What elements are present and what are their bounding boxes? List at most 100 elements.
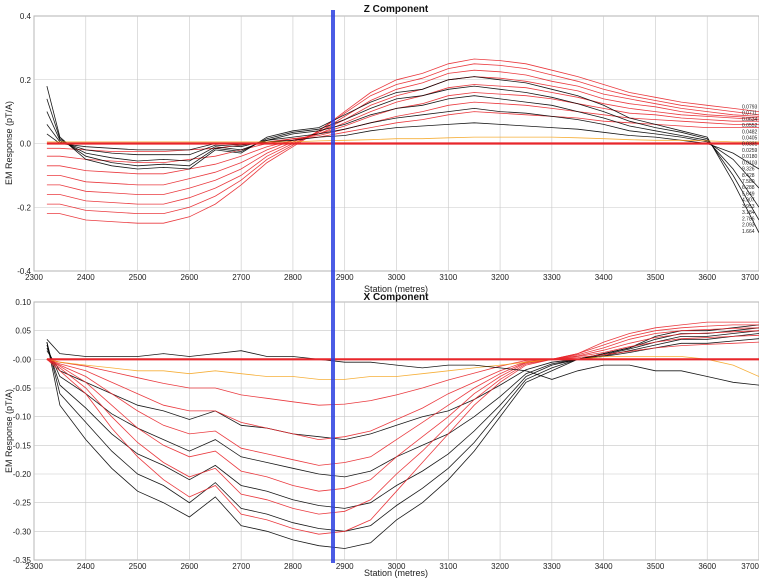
z-end-label: 3.953 <box>742 204 755 210</box>
z-x-tick-label: 2500 <box>129 273 147 282</box>
z-y-axis-label: EM Response (pT/A) <box>4 101 14 185</box>
z-end-label: 0.0482 <box>742 129 758 135</box>
x-series-line-9 <box>46 334 759 441</box>
x-y-tick-label: 0.10 <box>15 298 31 307</box>
z-end-label: 7.580 <box>742 179 755 185</box>
x-y-axis-label: EM Response (pT/A) <box>4 389 14 473</box>
x-x-tick-label: 3700 <box>741 562 759 571</box>
z-end-label: 3.184 <box>742 210 755 216</box>
z-x-tick-label: 3600 <box>698 273 716 282</box>
x-series-line-5 <box>46 321 759 535</box>
z-end-labels: 0.07930.07110.06340.05520.04820.04050.03… <box>742 104 758 234</box>
x-x-tick-label: 3100 <box>439 562 457 571</box>
z-end-label: 0.0793 <box>742 104 758 110</box>
z-end-label: 0.0180 <box>742 154 758 160</box>
z-series-line-3 <box>46 76 759 195</box>
x-x-tick-label: 2800 <box>284 562 302 571</box>
x-series-line-12 <box>46 339 759 386</box>
z-series-line-10 <box>46 95 759 208</box>
x-x-tick-label: 2700 <box>232 562 250 571</box>
x-series-line-6 <box>46 324 759 515</box>
z-end-label: 6.288 <box>742 185 755 191</box>
x-x-axis-label: Station (metres) <box>364 568 428 578</box>
z-series-line-1 <box>46 63 759 215</box>
x-x-tick-label: 2500 <box>129 562 147 571</box>
z-x-tick-label: 2700 <box>232 273 250 282</box>
x-series-lines <box>46 321 759 549</box>
z-chart-title: Z Component <box>364 4 429 15</box>
z-y-tick-label: -0.4 <box>17 267 31 276</box>
x-x-tick-label: 3400 <box>595 562 613 571</box>
z-x-axis-label: Station (metres) <box>364 284 428 294</box>
x-y-tick-label: 0.05 <box>15 327 31 336</box>
x-x-tick-label: 3000 <box>388 562 406 571</box>
x-y-tick-label: -0.05 <box>13 384 32 393</box>
x-x-tick-label: 2300 <box>25 562 43 571</box>
x-x-tick-label: 3500 <box>647 562 665 571</box>
z-y-tick-label: 0.0 <box>20 140 32 149</box>
x-tick-labels: 2300 2400 2500 2600 2700 2800 2900 3000 3100 3200… <box>13 298 759 571</box>
z-series-line-11 <box>46 107 759 189</box>
z-component-panel: Z Component 2300 2400 2500 2600 2700 2800 2900… <box>4 4 759 294</box>
x-y-tick-label: -0.15 <box>13 441 32 450</box>
z-end-label: 2.093 <box>742 223 755 229</box>
x-y-tick-label: -0.35 <box>13 556 32 565</box>
z-series-line-0 <box>46 58 759 224</box>
z-y-tick-label: -0.2 <box>17 203 31 212</box>
z-end-label: 2.786 <box>742 216 755 222</box>
x-x-tick-label: 2900 <box>336 562 354 571</box>
z-x-tick-label: 2900 <box>336 273 354 282</box>
z-series-lines <box>46 58 759 233</box>
x-x-tick-label: 2400 <box>77 562 95 571</box>
x-x-tick-label: 3300 <box>543 562 561 571</box>
z-x-tick-label: 3300 <box>543 273 561 282</box>
x-series-line-11 <box>46 356 759 380</box>
x-component-panel: X Component 2300 2400 2500 2600 2700 2800 2900… <box>4 292 759 578</box>
x-series-line-8 <box>46 330 759 466</box>
z-x-tick-label: 3200 <box>491 273 509 282</box>
z-end-label: 1.664 <box>742 229 755 235</box>
z-x-tick-label: 2800 <box>284 273 302 282</box>
x-series-line-4 <box>46 338 759 441</box>
x-y-tick-label: -0.20 <box>13 470 32 479</box>
x-y-tick-label: -0.30 <box>13 527 32 536</box>
z-x-tick-label: 3400 <box>595 273 613 282</box>
x-series-line-0 <box>46 324 759 549</box>
z-end-label: 0.0259 <box>742 148 758 154</box>
z-end-label: 0.0331 <box>742 142 758 148</box>
z-end-label: 8.428 <box>742 173 755 179</box>
z-end-label: 4.907 <box>742 198 755 204</box>
z-y-tick-label: 0.2 <box>20 76 32 85</box>
z-end-label: 0.0103 <box>742 160 758 166</box>
x-y-tick-label: -0.10 <box>13 413 32 422</box>
z-x-tick-label: 2400 <box>77 273 95 282</box>
x-chart-title: X Component <box>364 292 430 303</box>
z-end-label: 0.0552 <box>742 123 758 129</box>
z-x-tick-label: 3100 <box>439 273 457 282</box>
z-x-tick-label: 2600 <box>180 273 198 282</box>
z-x-tick-label: 3700 <box>741 273 759 282</box>
z-series-line-2 <box>46 69 759 205</box>
z-series-line-6 <box>46 101 759 164</box>
x-x-tick-label: 3600 <box>698 562 716 571</box>
z-series-line-9 <box>46 85 759 221</box>
z-end-label: 5.649 <box>742 191 755 197</box>
z-series-line-13 <box>46 136 759 143</box>
z-end-label: 0.0711 <box>742 111 757 117</box>
z-x-tick-label: 3500 <box>647 273 665 282</box>
z-series-line-8 <box>46 76 759 233</box>
x-series-line-2 <box>46 330 759 509</box>
z-series-line-4 <box>46 84 759 186</box>
x-series-line-10 <box>46 341 759 406</box>
z-tick-labels: 2300 2400 2500 2600 2700 2800 2900 3000 3100 3200… <box>17 12 759 282</box>
x-x-tick-label: 2600 <box>180 562 198 571</box>
z-series-line-12 <box>46 122 759 170</box>
x-series-line-7 <box>46 327 759 492</box>
z-end-label: 0.0634 <box>742 117 758 123</box>
z-y-tick-label: 0.4 <box>20 12 32 21</box>
z-end-label: 9.326 <box>742 167 755 173</box>
x-y-tick-label: -0.00 <box>13 355 32 364</box>
z-end-label: 0.0405 <box>742 136 758 142</box>
x-x-tick-label: 3200 <box>491 562 509 571</box>
